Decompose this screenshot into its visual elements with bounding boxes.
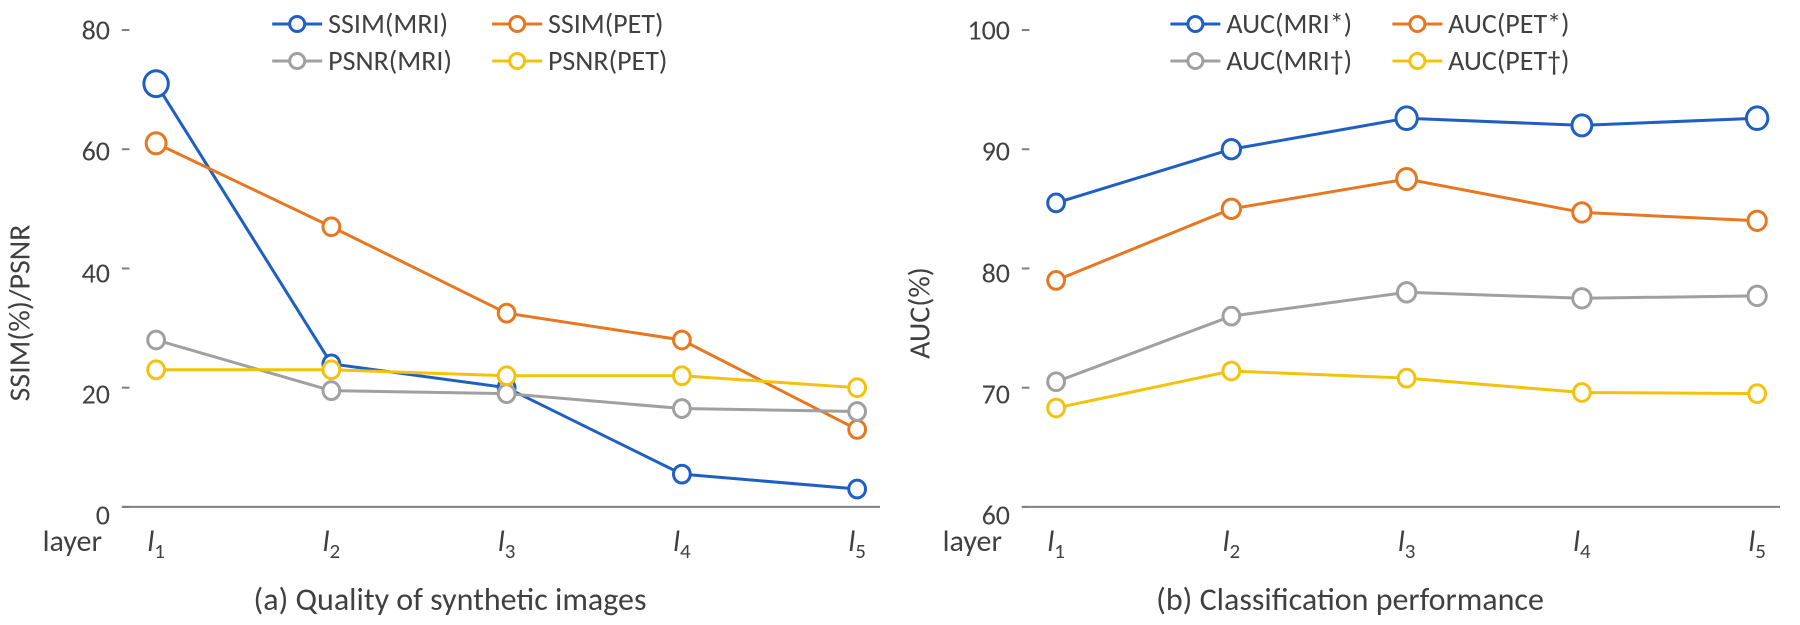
- legend-swatch: [492, 13, 542, 35]
- x-tick: l1: [1047, 523, 1065, 564]
- legend-swatch: [272, 50, 322, 72]
- x-tick: l3: [1398, 523, 1416, 564]
- legend-label: SSIM(MRI): [328, 6, 448, 41]
- legend-item: AUC(MRI*): [1170, 6, 1352, 41]
- legend: SSIM(MRI) SSIM(PET) PSNR(MRI) PSNR(PET): [272, 6, 667, 78]
- x-tick: l3: [498, 523, 516, 564]
- y-tick: 100: [967, 13, 1010, 48]
- x-tick-labels: layerl1l2l3l4l5: [118, 523, 880, 571]
- x-tick: l4: [1573, 523, 1591, 564]
- legend-label: AUC(MRI†): [1226, 43, 1352, 78]
- y-tick: 70: [982, 376, 1010, 411]
- x-tick: l2: [323, 523, 341, 564]
- legend-swatch: [1170, 13, 1220, 35]
- legend-item: SSIM(PET): [492, 6, 667, 41]
- legend-item: PSNR(PET): [492, 43, 667, 78]
- plot-area: [1018, 30, 1780, 515]
- panel-a: SSIM(MRI)SSIM(PET)PSNR(MRI)PSNR(PET)SSIM…: [0, 0, 900, 625]
- legend-swatch: [272, 13, 322, 35]
- y-axis-label: SSIM(%)/PSNR: [2, 224, 39, 401]
- x-tick-labels: layerl1l2l3l4l5: [1018, 523, 1780, 571]
- x-axis-prefix: layer: [43, 523, 102, 560]
- legend-item: AUC(PET†): [1392, 43, 1569, 78]
- legend-label: PSNR(MRI): [328, 43, 452, 78]
- y-tick: 80: [82, 13, 110, 48]
- legend-label: AUC(PET*): [1448, 6, 1569, 41]
- y-tick-labels: 020406080: [60, 30, 110, 515]
- x-tick: l1: [147, 523, 165, 564]
- panel-b: AUC(MRI*)AUC(PET*)AUC(MRI†)AUC(PET†)AUC(…: [900, 0, 1800, 625]
- chart-svg: [1018, 30, 1780, 515]
- legend-label: PSNR(PET): [548, 43, 667, 78]
- y-tick: 80: [982, 255, 1010, 290]
- legend-swatch: [1392, 13, 1442, 35]
- x-tick: l5: [848, 523, 866, 564]
- legend-item: AUC(PET*): [1392, 6, 1569, 41]
- y-tick: 20: [82, 376, 110, 411]
- y-tick-labels: 60708090100: [960, 30, 1010, 515]
- legend-swatch: [1170, 50, 1220, 72]
- legend-label: AUC(PET†): [1448, 43, 1569, 78]
- panel-caption: (a) Quality of synthetic images: [0, 580, 900, 619]
- y-tick: 40: [82, 255, 110, 290]
- y-axis-label: AUC(%): [902, 267, 939, 359]
- panel-caption: (b) Classification performance: [900, 580, 1800, 619]
- figure: SSIM(MRI)SSIM(PET)PSNR(MRI)PSNR(PET)SSIM…: [0, 0, 1800, 625]
- x-tick: l4: [673, 523, 691, 564]
- x-tick: l2: [1223, 523, 1241, 564]
- legend: AUC(MRI*) AUC(PET*) AUC(MRI†) AUC(PET†): [1170, 6, 1569, 78]
- legend-item: SSIM(MRI): [272, 6, 452, 41]
- legend-swatch: [1392, 50, 1442, 72]
- legend-item: PSNR(MRI): [272, 43, 452, 78]
- x-tick: l5: [1748, 523, 1766, 564]
- plot-area: [118, 30, 880, 515]
- x-axis-prefix: layer: [943, 523, 1002, 560]
- chart-svg: [118, 30, 880, 515]
- y-tick: 60: [82, 134, 110, 169]
- legend-label: SSIM(PET): [548, 6, 664, 41]
- legend-label: AUC(MRI*): [1226, 6, 1352, 41]
- legend-item: AUC(MRI†): [1170, 43, 1352, 78]
- legend-swatch: [492, 50, 542, 72]
- y-tick: 90: [982, 134, 1010, 169]
